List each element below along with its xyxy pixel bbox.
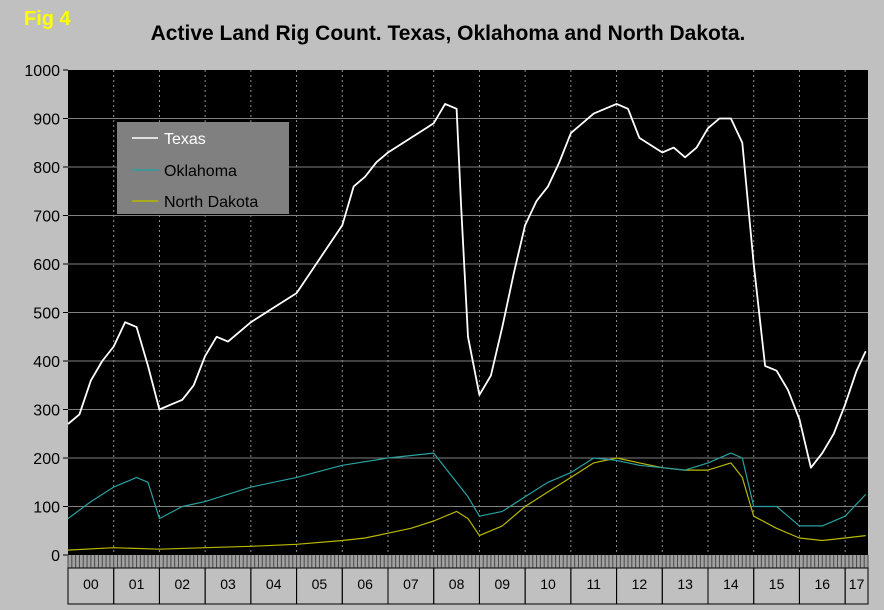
x-tick-label: 04	[266, 576, 282, 592]
x-tick-label: 14	[723, 576, 739, 592]
x-year-cell	[844, 567, 869, 605]
x-tick-label: 02	[174, 576, 190, 592]
x-axis: 00 01 02 03 04 05 06 07 08 09 10 11 12 13 14 15 16 17	[67, 555, 869, 605]
y-tick-label: 600	[33, 257, 60, 274]
y-tick-label: 100	[33, 500, 60, 517]
legend-label-north-dakota: North Dakota	[164, 194, 258, 211]
x-tick-label: 13	[677, 576, 693, 592]
x-tick-label: 06	[357, 576, 373, 592]
x-tick-label: 01	[129, 576, 145, 592]
y-tick-label: 300	[33, 403, 60, 420]
y-tick-label: 900	[33, 112, 60, 129]
y-tick-label: 200	[33, 451, 60, 468]
x-tick-label: 10	[540, 576, 556, 592]
y-tick-label: 0	[51, 548, 60, 565]
x-tick-label: 08	[449, 576, 465, 592]
series-line-texas	[67, 103, 867, 469]
series-lines	[67, 103, 867, 551]
x-tick-label: 03	[220, 576, 236, 592]
y-tick-label: 1000	[24, 63, 60, 80]
y-tick-label: 500	[33, 306, 60, 323]
chart-title: Active Land Rig Count. Texas, Oklahoma a…	[150, 22, 746, 45]
legend-label-oklahoma: Oklahoma	[164, 163, 237, 180]
x-tick-label: 07	[403, 576, 419, 592]
series-line-oklahoma	[67, 452, 867, 527]
x-tick-label: 12	[632, 576, 648, 592]
y-tick-label: 800	[33, 160, 60, 177]
legend: Texas Oklahoma North Dakota	[117, 122, 289, 214]
x-tick-label: 11	[586, 576, 601, 592]
y-tick-label: 700	[33, 209, 60, 226]
series-line-north-dakota	[67, 457, 866, 551]
x-tick-label: 05	[312, 576, 328, 592]
y-axis-ticks: 0 100 200 300 400 500 600 700 800 900 1000	[24, 63, 68, 565]
x-tick-label: 17	[849, 576, 865, 592]
x-tick-label: 00	[83, 576, 99, 592]
x-tick-label: 15	[769, 576, 785, 592]
figure-label: Fig 4	[24, 8, 71, 30]
x-tick-label: 16	[814, 576, 830, 592]
y-tick-label: 400	[33, 354, 60, 371]
legend-label-texas: Texas	[164, 131, 206, 148]
x-tick-label: 09	[494, 576, 510, 592]
